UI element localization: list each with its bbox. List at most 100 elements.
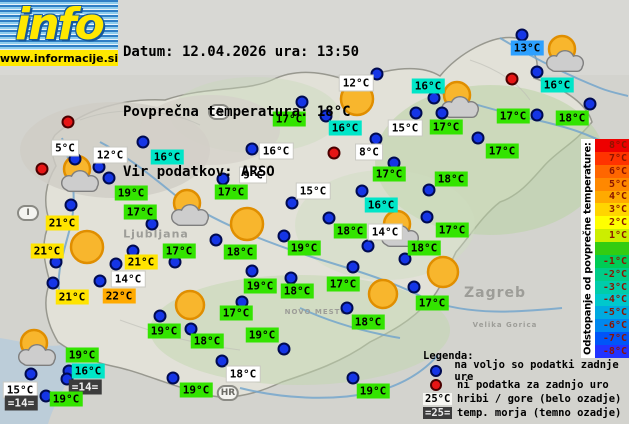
station-dot-recent — [277, 342, 291, 356]
sun-cloud-icon — [433, 80, 487, 126]
legend-item-text: hribi / gore (belo ozadje) — [457, 392, 622, 405]
deviation-scale-cell: 3°C — [595, 203, 629, 217]
sun-cloud-icon — [53, 154, 107, 200]
station-dot-recent — [407, 280, 421, 294]
legend-marker — [423, 378, 457, 391]
header-data-source: Vir podatkov: ARSO — [123, 164, 275, 180]
sun-cloud-icon — [10, 328, 64, 374]
station-temp-label: 19°C — [147, 323, 181, 339]
deviation-scale: Odstopanje od povprečne temperature: 8°C… — [581, 139, 629, 358]
station-temp-label: 12°C — [93, 147, 127, 163]
legend-item-text: temp. morja (temno ozadje) — [457, 406, 622, 419]
station-dot-recent — [319, 109, 333, 123]
deviation-scale-cell: -6°C — [595, 319, 629, 333]
map-place-label: NOVO MESTO — [284, 308, 348, 316]
header-date-time: Datum: 12.04.2026 ura: 13:50 — [123, 44, 360, 60]
station-dot-stale — [327, 146, 341, 160]
station-dot-stale — [505, 72, 519, 86]
station-dot-recent — [435, 106, 449, 120]
station-temp-label: 17°C — [272, 111, 306, 127]
country-sign: A — [208, 104, 230, 120]
station-temp-label: 18°C — [280, 283, 314, 299]
station-temp-label: 16°C — [259, 143, 293, 159]
station-temp-label: 21°C — [124, 254, 158, 270]
station-dot-recent — [153, 309, 167, 323]
deviation-scale-cell — [595, 242, 629, 255]
station-temp-label: 21°C — [30, 243, 64, 259]
sun-cloud-icon — [538, 34, 592, 80]
station-dot-recent — [166, 371, 180, 385]
sun-icon — [229, 206, 265, 246]
station-dot-recent — [136, 135, 150, 149]
country-sign: HR — [216, 385, 240, 401]
station-temp-label: 17°C — [429, 119, 463, 135]
deviation-scale-cell: -7°C — [595, 332, 629, 345]
deviation-scale-cell: -1°C — [595, 254, 629, 268]
legend-red-dot-icon — [430, 378, 442, 391]
deviation-scale-cell: -3°C — [595, 280, 629, 294]
station-temp-label: 16°C — [364, 197, 398, 213]
station-temp-label: 21°C — [55, 289, 89, 305]
station-dot-recent — [245, 142, 259, 156]
station-temp-label: 21°C — [45, 215, 79, 231]
station-dot-stale — [61, 115, 75, 129]
legend-dark-badge: =25= — [423, 406, 453, 419]
station-temp-label: 18°C — [223, 244, 257, 260]
station-dot-recent — [361, 239, 375, 253]
legend-marker: =25= — [423, 406, 457, 419]
station-dot-recent — [277, 229, 291, 243]
logo-site-url[interactable]: www.informacije.si — [0, 50, 119, 66]
station-dot-recent — [370, 67, 384, 81]
station-temp-label: 5°C — [52, 140, 78, 156]
station-dot-recent — [64, 198, 78, 212]
deviation-scale-cell: 6°C — [595, 164, 629, 178]
logo-text: info — [15, 0, 105, 50]
station-temp-label: 18°C — [190, 333, 224, 349]
deviation-scale-cell: 1°C — [595, 229, 629, 242]
station-dot-recent — [346, 371, 360, 385]
station-temp-label: 15°C — [296, 183, 330, 199]
legend-blue-dot-icon — [430, 364, 442, 377]
sun-icon — [367, 278, 399, 314]
station-temp-label: 19°C — [243, 278, 277, 294]
sun-cloud-icon — [163, 188, 217, 234]
station-temp-label: 17°C — [219, 305, 253, 321]
station-temp-label: 17°C — [326, 276, 360, 292]
station-temp-label: 18°C — [226, 366, 260, 382]
station-temp-label: 17°C — [485, 143, 519, 159]
station-temp-label: 17°C — [496, 108, 530, 124]
station-dot-recent — [215, 354, 229, 368]
station-temp-label: 18°C — [407, 240, 441, 256]
station-temp-label: 19°C — [65, 347, 99, 363]
station-temp-label: 19°C — [49, 391, 83, 407]
legend: Legenda: na voljo so podatki zadnje ure n… — [423, 350, 629, 420]
station-temp-label: 17°C — [162, 243, 196, 259]
deviation-scale-title: Odstopanje od povprečne temperature: — [582, 142, 594, 355]
legend-marker — [423, 364, 454, 377]
station-temp-label: 12°C — [339, 75, 373, 91]
station-temp-label: 17°C — [435, 222, 469, 238]
legend-rows: na voljo so podatki zadnje ure ni podatka… — [423, 359, 629, 419]
deviation-scale-cell: -4°C — [595, 293, 629, 307]
station-temp-label: =14= — [4, 395, 38, 411]
map-place-label: Ljubljana — [123, 227, 189, 241]
station-temp-label: 16°C — [411, 78, 445, 94]
deviation-scale-cell: -5°C — [595, 306, 629, 320]
station-temp-label: 16°C — [71, 363, 105, 379]
station-dot-recent — [102, 171, 116, 185]
station-temp-label: 17°C — [372, 166, 406, 182]
station-temp-label: 8°C — [356, 144, 382, 160]
station-dot-recent — [209, 233, 223, 247]
legend-item: na voljo so podatki zadnje ure — [423, 359, 629, 383]
info-logo[interactable]: info www.informacije.si — [0, 0, 118, 66]
station-dot-recent — [420, 210, 434, 224]
station-temp-label: 17°C — [214, 184, 248, 200]
header-average-temp: Povprečna temperatura: 18°C — [123, 104, 351, 120]
station-temp-label: 19°C — [114, 185, 148, 201]
station-dot-recent — [530, 65, 544, 79]
legend-item-text: na voljo so podatki zadnje ure — [454, 358, 619, 383]
station-temp-label: 16°C — [328, 120, 362, 136]
station-dot-recent — [24, 367, 38, 381]
deviation-scale-cell: 8°C — [595, 139, 629, 152]
